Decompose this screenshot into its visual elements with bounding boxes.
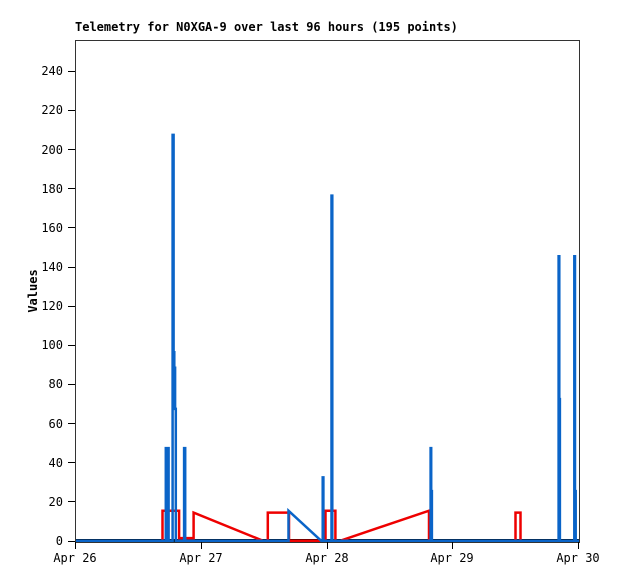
y-tick-mark bbox=[68, 306, 75, 307]
y-tick-mark bbox=[68, 345, 75, 346]
y-tick-label: 100 bbox=[41, 338, 63, 352]
y-tick-mark bbox=[68, 267, 75, 268]
series-red bbox=[76, 508, 579, 542]
plot-area bbox=[75, 40, 580, 543]
y-tick-label: 160 bbox=[41, 221, 63, 235]
x-tick-label: Apr 28 bbox=[305, 551, 349, 565]
series-blue bbox=[76, 133, 579, 542]
y-tick-label: 120 bbox=[41, 299, 63, 313]
y-tick-label: 60 bbox=[48, 417, 63, 431]
y-tick-mark bbox=[68, 149, 75, 150]
y-tick-mark bbox=[68, 541, 75, 542]
y-tick-label: 40 bbox=[48, 456, 63, 470]
y-tick-mark bbox=[68, 384, 75, 385]
x-tick-mark bbox=[327, 542, 328, 549]
chart-title: Telemetry for N0XGA-9 over last 96 hours… bbox=[75, 20, 458, 34]
y-tick-label: 140 bbox=[41, 260, 63, 274]
x-tick-mark bbox=[75, 542, 76, 549]
x-tick-mark bbox=[578, 542, 579, 549]
y-tick-label: 200 bbox=[41, 143, 63, 157]
x-tick-mark bbox=[452, 542, 453, 549]
y-tick-label: 180 bbox=[41, 182, 63, 196]
telemetry-plot-svg bbox=[76, 133, 579, 542]
y-tick-mark bbox=[68, 188, 75, 189]
x-tick-label: Apr 27 bbox=[179, 551, 223, 565]
y-tick-mark bbox=[68, 501, 75, 502]
y-tick-label: 0 bbox=[55, 534, 63, 548]
y-tick-mark bbox=[68, 227, 75, 228]
y-tick-label: 220 bbox=[41, 103, 63, 117]
x-tick-label: Apr 30 bbox=[556, 551, 600, 565]
x-tick-label: Apr 29 bbox=[430, 551, 474, 565]
y-tick-label: 20 bbox=[48, 495, 63, 509]
y-tick-label: 240 bbox=[41, 64, 63, 78]
y-tick-mark bbox=[68, 423, 75, 424]
y-tick-mark bbox=[68, 462, 75, 463]
x-tick-label: Apr 26 bbox=[53, 551, 97, 565]
y-tick-mark bbox=[68, 71, 75, 72]
y-tick-label: 80 bbox=[48, 377, 63, 391]
x-tick-mark bbox=[201, 542, 202, 549]
y-tick-mark bbox=[68, 110, 75, 111]
